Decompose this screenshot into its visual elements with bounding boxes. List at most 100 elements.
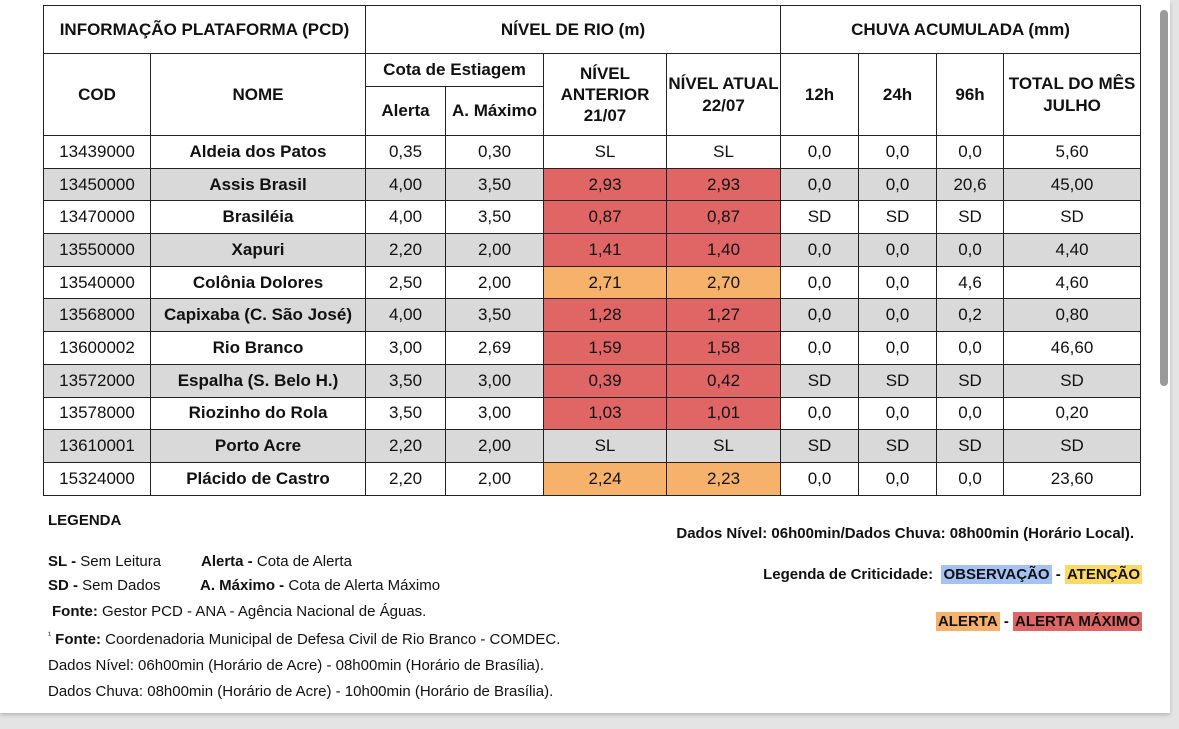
legend-fonte2: ¹ Fonte: Coordenadoria Municipal de Defe… bbox=[48, 630, 560, 648]
cell-h12: SD bbox=[780, 429, 860, 463]
cell-alerta: 4,00 bbox=[365, 167, 446, 202]
legend-sl-value: Sem Leitura bbox=[76, 553, 162, 570]
legend-sd-value: Sem Dados bbox=[78, 577, 161, 594]
cell-h96: 20,6 bbox=[936, 167, 1005, 202]
cell-cod: 13450000 bbox=[43, 167, 151, 202]
cell-alerta: 3,50 bbox=[365, 363, 446, 398]
tag-atencao: ATENÇÃO bbox=[1064, 565, 1142, 584]
cell-ant: SL bbox=[543, 135, 667, 169]
table-row: 13550000 Xapuri 2,20 2,00 1,41 1,40 0,0 0,0 0,0 4… bbox=[43, 233, 1142, 267]
cell-ant: SL bbox=[543, 429, 667, 463]
cell-h24: SD bbox=[858, 429, 938, 463]
legend-fonte: Fonte: Gestor PCD - ANA - Agência Nacion… bbox=[52, 603, 426, 620]
cell-ant: 0,39 bbox=[543, 363, 667, 398]
cell-h12: SD bbox=[780, 363, 860, 398]
cell-cod: 13540000 bbox=[43, 265, 151, 300]
cell-amax: 3,50 bbox=[445, 200, 544, 235]
cell-ant: 2,24 bbox=[543, 461, 667, 496]
scrollbar-thumb[interactable] bbox=[1160, 10, 1168, 386]
cell-h24: 0,0 bbox=[858, 461, 938, 496]
criticidade-legend: Legenda de Criticidade: OBSERVAÇÃO - ATE… bbox=[763, 565, 1142, 584]
cell-alerta: 0,35 bbox=[365, 135, 446, 169]
header-pcd: INFORMAÇÃO PLATAFORMA (PCD) bbox=[43, 5, 366, 54]
cell-ant: 1,41 bbox=[543, 233, 667, 267]
table-row: 15324000 Plácido de Castro 2,20 2,00 2,24 2,2… bbox=[43, 461, 1142, 496]
cell-amax: 2,00 bbox=[445, 429, 544, 463]
legend-sl: SL - Sem Leitura bbox=[48, 553, 161, 570]
cell-h12: 0,0 bbox=[780, 298, 860, 333]
cell-nome: Brasiléia bbox=[150, 200, 366, 235]
cell-h96: 0,0 bbox=[936, 135, 1005, 169]
cell-h12: 0,0 bbox=[780, 265, 860, 300]
table-row: 13600002 Rio Branco 3,00 2,69 1,59 1,58 0,0 0,0… bbox=[43, 331, 1142, 365]
tag-alerta: ALERTA bbox=[935, 612, 1000, 631]
separator: - bbox=[1003, 613, 1009, 630]
table-row: 13578000 Riozinho do Rola 3,50 3,00 1,03 1,01… bbox=[43, 396, 1142, 431]
cell-atu: 1,58 bbox=[665, 331, 782, 365]
legend-fonte2-key: Fonte: bbox=[55, 631, 101, 648]
cell-alerta: 3,50 bbox=[365, 396, 446, 431]
horario-note: Dados Nível: 06h00min/Dados Chuva: 08h00… bbox=[676, 525, 1134, 542]
cell-atu: 1,27 bbox=[665, 298, 782, 333]
cell-alerta: 4,00 bbox=[365, 200, 446, 235]
cell-h96: 0,0 bbox=[936, 233, 1005, 267]
cell-amax: 2,69 bbox=[445, 331, 544, 365]
table-row: 13572000 Espalha (S. Belo H.) 3,50 3,00 0,39… bbox=[43, 363, 1142, 398]
cell-nome: Assis Brasil bbox=[150, 167, 366, 202]
cell-h12: 0,0 bbox=[780, 396, 860, 431]
cell-h96: 0,2 bbox=[936, 298, 1005, 333]
legend-chuva-line: Dados Chuva: 08h00min (Horário de Acre) … bbox=[48, 683, 554, 700]
cell-alerta: 2,50 bbox=[365, 265, 446, 300]
cell-h12: 0,0 bbox=[780, 135, 860, 169]
cell-cod: 13550000 bbox=[43, 233, 151, 267]
cell-h96: SD bbox=[936, 429, 1005, 463]
cell-h24: 0,0 bbox=[858, 135, 938, 169]
cell-nome: Porto Acre bbox=[150, 429, 366, 463]
cell-ant: 1,28 bbox=[543, 298, 667, 333]
cell-h96: 0,0 bbox=[936, 461, 1005, 496]
header-amax: A. Máximo bbox=[445, 86, 544, 136]
table-row: 13470000 Brasiléia 4,00 3,50 0,87 0,87 SD SD SD S… bbox=[43, 200, 1142, 235]
cell-h24: 0,0 bbox=[858, 233, 938, 267]
cell-h96: 0,0 bbox=[936, 331, 1005, 365]
cell-cod: 13470000 bbox=[43, 200, 151, 235]
cell-h24: SD bbox=[858, 363, 938, 398]
cell-total: 4,60 bbox=[1003, 265, 1142, 300]
cell-alerta: 4,00 bbox=[365, 298, 446, 333]
cell-atu: 0,42 bbox=[665, 363, 782, 398]
cell-total: 23,60 bbox=[1003, 461, 1142, 496]
cell-amax: 0,30 bbox=[445, 135, 544, 169]
cell-total: 0,20 bbox=[1003, 396, 1142, 431]
footnote-mark: ¹ bbox=[48, 630, 51, 640]
header-atual: NÍVEL ATUAL 22/07 bbox=[665, 53, 782, 136]
header-alerta: Alerta bbox=[365, 86, 446, 136]
cell-cod: 13439000 bbox=[43, 135, 151, 169]
cell-atu: 1,01 bbox=[665, 396, 782, 431]
legend-title: LEGENDA bbox=[48, 512, 122, 529]
legend-fonte-value: Gestor PCD - ANA - Agência Nacional de Á… bbox=[97, 603, 427, 620]
cell-alerta: 3,00 bbox=[365, 331, 446, 365]
table-row: 13439000 Aldeia dos Patos 0,35 0,30 SL SL 0,0 0… bbox=[43, 135, 1142, 169]
cell-amax: 3,50 bbox=[445, 167, 544, 202]
cell-nome: Plácido de Castro bbox=[150, 461, 366, 496]
cell-ant: 2,93 bbox=[543, 167, 667, 202]
cell-ant: 0,87 bbox=[543, 200, 667, 235]
header-12h: 12h bbox=[780, 53, 860, 136]
cell-total: 4,40 bbox=[1003, 233, 1142, 267]
cell-amax: 3,00 bbox=[445, 396, 544, 431]
legend-fonte2-value: Coordenadoria Municipal de Defesa Civil … bbox=[101, 631, 561, 648]
legend-nivel-line: Dados Nível: 06h00min (Horário de Acre) … bbox=[48, 657, 545, 674]
cell-amax: 2,00 bbox=[445, 461, 544, 496]
legend-sd-key: SD - bbox=[48, 577, 78, 594]
cell-alerta: 2,20 bbox=[365, 233, 446, 267]
cell-cod: 13568000 bbox=[43, 298, 151, 333]
river-level-table: INFORMAÇÃO PLATAFORMA (PCD) NÍVEL DE RIO… bbox=[43, 5, 1142, 496]
cell-ant: 1,03 bbox=[543, 396, 667, 431]
legend-amax-key: A. Máximo - bbox=[200, 577, 285, 594]
cell-amax: 2,00 bbox=[445, 265, 544, 300]
criticidade-legend-2: ALERTA - ALERTA MÁXIMO bbox=[935, 612, 1142, 631]
header-anterior: NÍVEL ANTERIOR 21/07 bbox=[543, 53, 667, 136]
legend-amax-value: Cota de Alerta Máximo bbox=[284, 577, 441, 594]
tag-alerta-maximo: ALERTA MÁXIMO bbox=[1013, 612, 1142, 631]
header-cota: Cota de Estiagem bbox=[365, 53, 544, 87]
